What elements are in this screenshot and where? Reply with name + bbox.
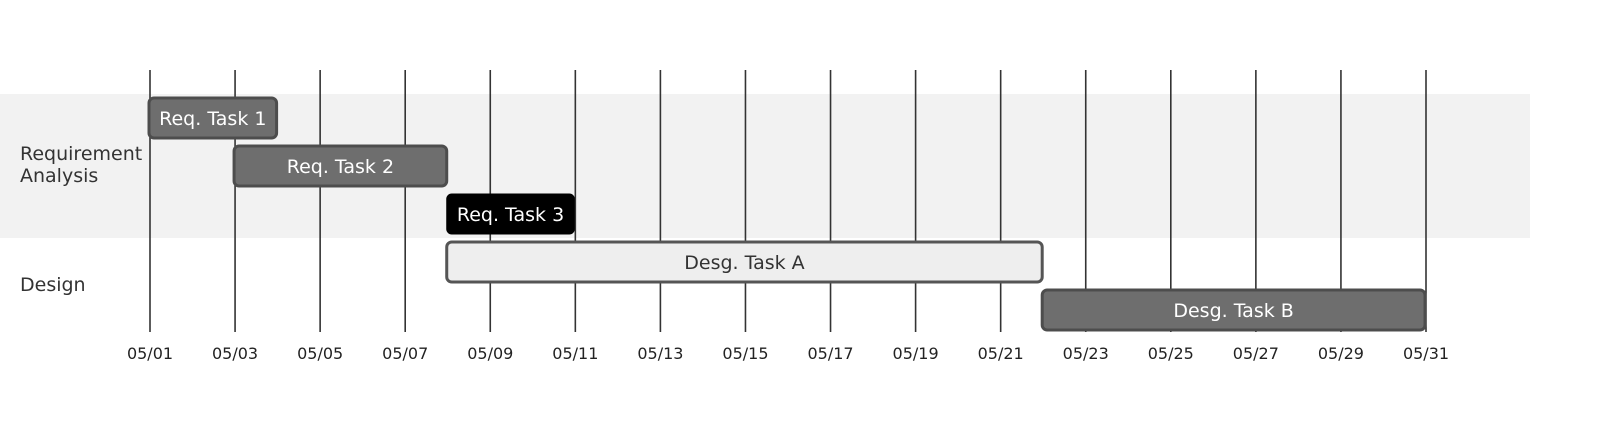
x-tick-label: 05/17 xyxy=(807,344,853,363)
grid-lines xyxy=(149,70,1427,332)
x-axis-ticks: 05/01 05/03 05/05 05/07 05/09 05/11 05/13 05/15… xyxy=(127,344,1449,363)
x-tick-label: 05/09 xyxy=(467,344,513,363)
section-label-line: Analysis xyxy=(20,165,98,187)
x-tick-label: 05/03 xyxy=(212,344,258,363)
x-tick-label: 05/27 xyxy=(1233,344,1279,363)
task-label: Req. Task 3 xyxy=(457,204,564,226)
section-label-line: Requirement xyxy=(20,143,142,165)
section-label: Design xyxy=(20,274,86,296)
x-tick-label: 05/19 xyxy=(893,344,939,363)
task-label: Desg. Task A xyxy=(684,252,804,274)
task-bar xyxy=(232,144,449,188)
task-bar xyxy=(147,96,279,140)
x-tick-label: 05/25 xyxy=(1148,344,1194,363)
section-label-line: Design xyxy=(20,274,86,296)
section-label: Requirement Analysis xyxy=(20,143,142,187)
x-tick-label: 05/05 xyxy=(297,344,343,363)
x-tick-label: 05/29 xyxy=(1318,344,1364,363)
x-tick-label: 05/11 xyxy=(552,344,598,363)
x-tick-label: 05/07 xyxy=(382,344,428,363)
task-bars: Req. Task 1 Req. Task 2 Req. Task 3 Desg. T… xyxy=(147,96,1427,332)
x-tick-label: 05/23 xyxy=(1063,344,1109,363)
x-tick-label: 05/15 xyxy=(722,344,768,363)
x-tick-label: 05/13 xyxy=(637,344,683,363)
task-bar xyxy=(446,193,575,235)
section-labels: Requirement Analysis Design xyxy=(20,143,142,296)
task-label: Req. Task 1 xyxy=(159,108,266,130)
task-label: Desg. Task B xyxy=(1173,300,1293,322)
x-tick-label: 05/01 xyxy=(127,344,173,363)
task-label: Req. Task 2 xyxy=(287,156,394,178)
x-tick-label: 05/31 xyxy=(1403,344,1449,363)
task-bar xyxy=(445,240,1044,284)
x-tick-label: 05/21 xyxy=(978,344,1024,363)
task-bar xyxy=(1040,288,1427,332)
